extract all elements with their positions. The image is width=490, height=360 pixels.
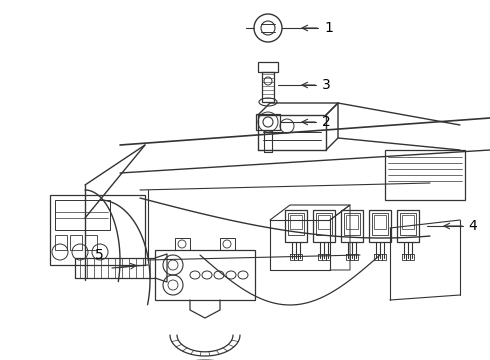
Bar bbox=[402, 215, 414, 229]
Bar bbox=[372, 213, 388, 235]
Bar bbox=[385, 150, 465, 200]
Bar bbox=[50, 195, 145, 265]
Bar bbox=[262, 72, 274, 102]
Bar bbox=[55, 200, 110, 230]
Text: 5: 5 bbox=[95, 248, 104, 262]
Bar bbox=[258, 62, 278, 72]
Bar bbox=[344, 213, 360, 235]
Bar bbox=[397, 210, 419, 242]
Bar bbox=[369, 210, 391, 242]
Bar bbox=[318, 215, 330, 229]
Bar bbox=[400, 213, 416, 235]
Text: 3: 3 bbox=[322, 78, 331, 92]
Bar bbox=[346, 215, 358, 229]
Bar bbox=[374, 215, 386, 229]
Bar bbox=[175, 238, 190, 250]
Text: 2: 2 bbox=[322, 115, 331, 129]
Bar bbox=[55, 235, 67, 250]
Bar bbox=[316, 213, 332, 235]
Bar bbox=[341, 210, 363, 242]
Text: 4: 4 bbox=[468, 219, 477, 233]
Bar bbox=[220, 238, 235, 250]
Bar bbox=[290, 215, 302, 229]
Bar bbox=[70, 235, 82, 250]
Bar bbox=[285, 210, 307, 242]
Text: 1: 1 bbox=[324, 21, 333, 35]
Bar bbox=[155, 250, 255, 300]
Bar bbox=[313, 210, 335, 242]
Bar bbox=[85, 235, 97, 250]
Bar bbox=[288, 213, 304, 235]
Bar bbox=[256, 114, 280, 130]
